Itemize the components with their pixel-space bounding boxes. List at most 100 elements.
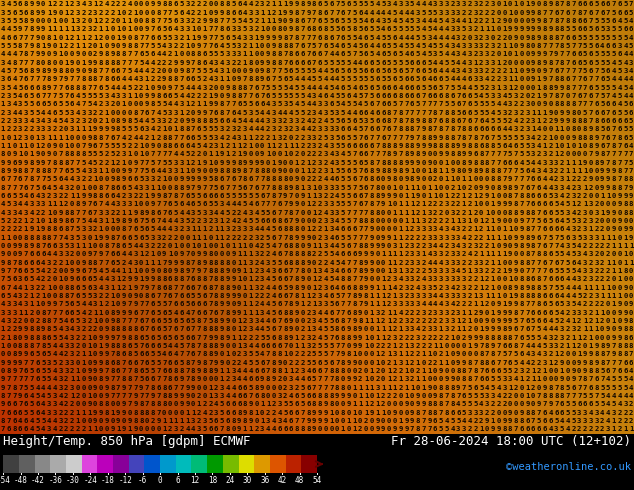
Text: 1: 1 <box>456 326 460 332</box>
Text: 0: 0 <box>301 226 305 232</box>
Text: 0: 0 <box>387 226 391 232</box>
Text: 2: 2 <box>254 293 259 299</box>
Text: 7: 7 <box>110 376 115 382</box>
Text: 5: 5 <box>427 9 432 16</box>
Text: 3: 3 <box>548 168 553 174</box>
Text: 1: 1 <box>70 193 74 199</box>
Text: 0: 0 <box>64 268 68 274</box>
Text: 2: 2 <box>485 43 489 49</box>
Text: 7: 7 <box>618 160 622 166</box>
Text: 6: 6 <box>110 251 115 257</box>
Text: 0: 0 <box>588 193 593 199</box>
Text: 7: 7 <box>277 68 281 74</box>
Text: 7: 7 <box>208 26 212 32</box>
Text: 1: 1 <box>491 310 495 316</box>
Text: 3: 3 <box>392 301 397 307</box>
Text: 4: 4 <box>254 126 259 132</box>
Text: 1: 1 <box>537 110 541 116</box>
Text: 3: 3 <box>81 318 86 324</box>
Text: 8: 8 <box>197 51 201 57</box>
Text: 7: 7 <box>439 110 443 116</box>
Text: 3: 3 <box>237 51 242 57</box>
Text: 1: 1 <box>398 201 403 207</box>
Text: 7: 7 <box>220 426 224 433</box>
Text: 5: 5 <box>312 68 316 74</box>
Text: 8: 8 <box>439 143 443 149</box>
Text: 3: 3 <box>254 285 259 291</box>
Text: 9: 9 <box>295 176 299 182</box>
Text: 1: 1 <box>474 60 477 66</box>
Text: 3: 3 <box>157 118 160 124</box>
Text: 9: 9 <box>133 160 138 166</box>
Text: 0: 0 <box>191 251 195 257</box>
Text: 5: 5 <box>47 176 51 182</box>
Text: 1: 1 <box>271 143 276 149</box>
Text: 5: 5 <box>6 68 11 74</box>
Text: 9: 9 <box>99 368 103 374</box>
Text: 8: 8 <box>30 9 34 16</box>
Text: 3: 3 <box>560 176 564 182</box>
Text: 5: 5 <box>600 26 604 32</box>
Text: 0: 0 <box>566 360 570 366</box>
Text: 1: 1 <box>249 426 253 433</box>
Text: 9: 9 <box>202 251 207 257</box>
Text: 2: 2 <box>577 176 581 182</box>
Text: 9: 9 <box>202 18 207 24</box>
Text: 9: 9 <box>358 335 363 341</box>
Text: 3: 3 <box>260 276 264 282</box>
Text: 5: 5 <box>133 235 138 241</box>
Text: 7: 7 <box>23 26 28 32</box>
Text: 2: 2 <box>266 135 270 141</box>
Text: 4: 4 <box>422 26 426 32</box>
Text: 8: 8 <box>358 243 363 249</box>
Text: 6: 6 <box>566 235 570 241</box>
Text: 3: 3 <box>47 118 51 124</box>
Text: 0: 0 <box>543 376 547 382</box>
Text: 9: 9 <box>18 351 22 357</box>
Text: 8: 8 <box>30 176 34 182</box>
Text: 6: 6 <box>243 385 247 391</box>
Text: 6: 6 <box>36 251 40 257</box>
Text: 5: 5 <box>162 160 167 166</box>
Text: 4: 4 <box>560 201 564 207</box>
Text: 6: 6 <box>139 51 143 57</box>
Text: 5: 5 <box>583 51 587 57</box>
Text: 5: 5 <box>150 118 155 124</box>
Text: 0: 0 <box>474 326 477 332</box>
Text: 7: 7 <box>525 201 529 207</box>
Text: 1: 1 <box>398 210 403 216</box>
Text: 0: 0 <box>502 285 507 291</box>
Text: 5: 5 <box>202 126 207 132</box>
Text: 0: 0 <box>6 151 11 157</box>
Text: 6: 6 <box>606 1 611 7</box>
Text: 9: 9 <box>47 301 51 307</box>
Text: 9: 9 <box>75 268 80 274</box>
Text: 4: 4 <box>353 110 357 116</box>
Text: 4: 4 <box>375 34 380 41</box>
Text: 6: 6 <box>1 193 5 199</box>
Text: 2: 2 <box>277 376 281 382</box>
Text: 0: 0 <box>145 201 149 207</box>
Text: 0: 0 <box>214 1 218 7</box>
Text: 6: 6 <box>491 360 495 366</box>
Text: 5: 5 <box>208 135 212 141</box>
Text: 8: 8 <box>375 185 380 191</box>
Text: 3: 3 <box>318 126 322 132</box>
Text: 9: 9 <box>600 176 604 182</box>
Text: 6: 6 <box>543 226 547 232</box>
Text: 7: 7 <box>41 76 46 82</box>
Text: 5: 5 <box>323 251 328 257</box>
Text: 7: 7 <box>197 343 201 349</box>
Text: 1: 1 <box>41 293 46 299</box>
Text: 0: 0 <box>202 376 207 382</box>
Text: 0: 0 <box>231 76 236 82</box>
Text: 8: 8 <box>70 151 74 157</box>
Text: 1: 1 <box>444 193 449 199</box>
Text: 6: 6 <box>23 268 28 274</box>
Text: 0: 0 <box>202 168 207 174</box>
Text: 4: 4 <box>444 43 449 49</box>
Text: 3: 3 <box>474 9 477 16</box>
Text: 5: 5 <box>398 60 403 66</box>
Text: 4: 4 <box>404 34 408 41</box>
Text: 6: 6 <box>168 360 172 366</box>
